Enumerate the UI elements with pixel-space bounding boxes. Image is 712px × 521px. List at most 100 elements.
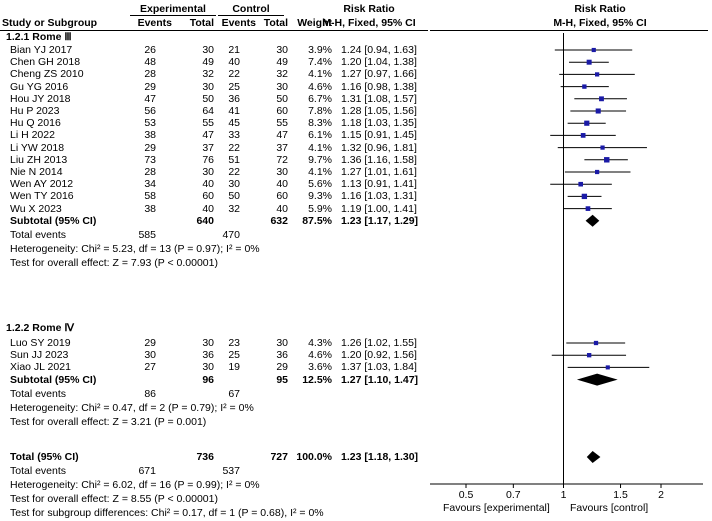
total-experimental: 64 — [202, 105, 214, 117]
study-weight: 4.3% — [308, 337, 332, 349]
study-ci: 1.19 [1.00, 1.41] — [341, 202, 417, 215]
subtotal-label: Subtotal (95% CI) — [10, 373, 97, 386]
col-events-control: Events — [221, 17, 256, 29]
pooled-estimate-diamond — [586, 451, 601, 463]
total-heterogeneity: Heterogeneity: Chi² = 6.02, df = 16 (P =… — [10, 479, 260, 491]
study-ci: 1.20 [0.92, 1.56] — [341, 349, 417, 362]
events-control: 45 — [228, 117, 240, 130]
events-experimental: 28 — [144, 68, 156, 81]
events-control: 36 — [228, 92, 240, 105]
total-control: 50 — [276, 92, 288, 105]
study-name: Gu YG 2016 — [10, 80, 69, 93]
total-experimental: 36 — [202, 349, 214, 362]
subtotal-weight: 87.5% — [302, 214, 332, 227]
study-weight: 4.1% — [308, 166, 332, 178]
study-point-estimate — [584, 120, 590, 126]
study-point-estimate — [586, 353, 592, 358]
study-point-estimate — [595, 72, 600, 77]
events-experimental: 38 — [144, 129, 156, 142]
total-events-label: Total events — [10, 387, 67, 400]
events-experimental: 34 — [144, 178, 156, 191]
subgroup-title: 1.2.2 Rome Ⅳ — [6, 322, 75, 334]
study-name: Hou JY 2018 — [10, 92, 71, 105]
events-control: 32 — [228, 202, 240, 215]
pooled-estimate-diamond — [576, 373, 618, 386]
total-events-control: 537 — [222, 465, 240, 477]
total-control: 55 — [276, 117, 288, 130]
study-point-estimate — [580, 133, 586, 138]
events-control: 22 — [228, 141, 240, 154]
events-control: 22 — [228, 68, 240, 81]
favours-control: Favours [control] — [570, 502, 649, 514]
plot-method: M-H, Fixed, 95% CI — [553, 17, 647, 29]
events-control: 19 — [228, 361, 240, 374]
study-name: Chen GH 2018 — [10, 56, 81, 69]
total-control: 30 — [276, 337, 288, 349]
subtotal-ci: 1.27 [1.10, 1.47] — [341, 373, 419, 386]
events-experimental: 29 — [144, 337, 156, 349]
plot-title: Risk Ratio — [574, 3, 626, 15]
subtotal-label: Subtotal (95% CI) — [10, 214, 97, 227]
events-control: 25 — [228, 349, 240, 362]
plot-header-rule — [430, 30, 708, 31]
study-ci: 1.37 [1.03, 1.84] — [341, 361, 417, 374]
col-events-experimental: Events — [137, 17, 172, 29]
study-point-estimate — [581, 193, 588, 200]
events-control: 33 — [228, 129, 240, 142]
study-ci: 1.13 [0.91, 1.41] — [341, 178, 417, 191]
study-ci: 1.36 [1.16, 1.58] — [341, 153, 417, 166]
total-control: 30 — [276, 166, 288, 178]
total-control: 30 — [276, 80, 288, 93]
study-weight: 4.1% — [308, 141, 332, 154]
heterogeneity: Heterogeneity: Chi² = 0.47, df = 2 (P = … — [10, 401, 254, 414]
study-weight: 5.6% — [308, 178, 332, 191]
axis-tick-label: 1 — [560, 489, 567, 501]
events-control: 21 — [228, 44, 240, 56]
events-control: 51 — [228, 153, 240, 166]
study-name: Sun JJ 2023 — [10, 349, 69, 362]
study-ci: 1.28 [1.05, 1.56] — [341, 105, 417, 117]
events-experimental: 29 — [144, 141, 156, 154]
events-experimental: 30 — [144, 349, 156, 362]
total-experimental: 30 — [202, 166, 214, 178]
subtotal-total-experimental: 96 — [202, 373, 214, 386]
total-overall-effect: Test for overall effect: Z = 8.55 (P < 0… — [10, 493, 218, 505]
study-weight: 9.7% — [308, 153, 332, 166]
total-experimental: 30 — [202, 361, 214, 374]
study-point-estimate — [585, 206, 591, 211]
total-control: 60 — [276, 105, 288, 117]
control-underline — [218, 15, 284, 16]
events-control: 25 — [228, 80, 240, 93]
study-name: Li H 2022 — [10, 129, 55, 142]
experimental-underline — [130, 15, 216, 16]
study-point-estimate — [591, 47, 596, 53]
total-control: 30 — [276, 44, 288, 56]
total-label: Total (95% CI) — [10, 451, 79, 463]
events-control: 40 — [228, 56, 240, 69]
study-point-estimate — [599, 96, 604, 102]
total-experimental: 55 — [202, 117, 214, 130]
total-experimental: 37 — [202, 141, 214, 154]
total-experimental: 47 — [202, 129, 214, 142]
total-control: 32 — [276, 68, 288, 81]
total-experimental: 50 — [202, 92, 214, 105]
total-experimental: 49 — [202, 56, 214, 69]
events-experimental: 56 — [144, 105, 156, 117]
study-weight: 5.9% — [308, 202, 332, 215]
events-experimental: 38 — [144, 202, 156, 215]
col-method: M-H, Fixed, 95% CI — [322, 17, 416, 29]
study-name: Li YW 2018 — [10, 141, 65, 154]
overall-effect: Test for overall effect: Z = 3.21 (P = 0… — [10, 415, 207, 428]
total-experimental: 40 — [202, 202, 214, 215]
subtotal-total-control: 95 — [276, 373, 288, 386]
total-events-control: 470 — [222, 228, 240, 241]
study-point-estimate — [595, 169, 600, 175]
study-point-estimate — [593, 340, 599, 346]
total-experimental: 30 — [202, 44, 214, 56]
total-control: 47 — [276, 129, 288, 142]
experimental-group-header: Experimental — [140, 3, 206, 15]
events-experimental: 47 — [144, 92, 156, 105]
total-ci: 1.23 [1.18, 1.30] — [341, 451, 419, 463]
study-weight: 7.8% — [308, 105, 332, 117]
